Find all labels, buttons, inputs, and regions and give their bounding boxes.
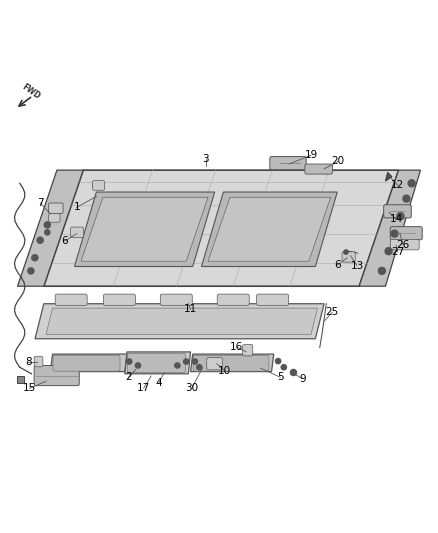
Text: 9: 9 [299, 374, 306, 384]
FancyBboxPatch shape [243, 344, 253, 356]
FancyBboxPatch shape [390, 239, 419, 250]
FancyBboxPatch shape [305, 164, 332, 174]
Polygon shape [74, 192, 215, 266]
Polygon shape [201, 192, 337, 266]
Circle shape [37, 237, 43, 243]
Polygon shape [208, 197, 331, 261]
Text: 10: 10 [218, 366, 231, 376]
Polygon shape [17, 376, 24, 383]
Circle shape [408, 180, 415, 187]
Circle shape [344, 250, 348, 254]
FancyBboxPatch shape [217, 294, 249, 305]
FancyBboxPatch shape [34, 366, 79, 386]
Text: 3: 3 [202, 154, 209, 164]
Text: 16: 16 [230, 342, 243, 352]
Circle shape [244, 348, 251, 354]
Text: 25: 25 [325, 308, 339, 318]
Text: 20: 20 [332, 156, 345, 166]
FancyBboxPatch shape [160, 294, 192, 305]
FancyBboxPatch shape [49, 203, 63, 214]
Circle shape [32, 255, 38, 261]
FancyBboxPatch shape [103, 294, 135, 305]
Polygon shape [359, 170, 420, 286]
Polygon shape [125, 352, 191, 374]
FancyBboxPatch shape [34, 356, 43, 367]
FancyBboxPatch shape [92, 181, 105, 190]
Text: 13: 13 [350, 261, 364, 271]
Circle shape [36, 359, 41, 364]
Text: 5: 5 [277, 373, 284, 382]
Circle shape [378, 268, 385, 274]
Circle shape [290, 369, 297, 376]
Polygon shape [191, 354, 274, 372]
Text: 11: 11 [184, 304, 197, 314]
FancyBboxPatch shape [71, 227, 84, 238]
Text: 14: 14 [389, 214, 403, 224]
Circle shape [45, 230, 50, 235]
Text: 2: 2 [125, 373, 132, 382]
Circle shape [28, 268, 34, 274]
FancyBboxPatch shape [127, 353, 186, 373]
Polygon shape [50, 354, 127, 372]
FancyBboxPatch shape [193, 356, 269, 371]
FancyBboxPatch shape [390, 227, 422, 240]
Text: 8: 8 [25, 357, 32, 367]
Circle shape [135, 363, 141, 368]
Circle shape [345, 254, 351, 260]
Text: 1: 1 [73, 203, 80, 212]
Circle shape [281, 365, 286, 370]
Text: 7: 7 [37, 198, 44, 208]
Polygon shape [18, 170, 83, 286]
Text: 6: 6 [61, 236, 68, 246]
Text: 15: 15 [23, 383, 36, 393]
FancyBboxPatch shape [257, 294, 289, 305]
FancyBboxPatch shape [342, 252, 355, 262]
FancyBboxPatch shape [49, 214, 60, 222]
FancyBboxPatch shape [207, 358, 223, 370]
Circle shape [184, 359, 189, 364]
Circle shape [385, 248, 392, 255]
Polygon shape [81, 197, 208, 261]
Circle shape [127, 359, 132, 364]
Circle shape [192, 359, 198, 364]
FancyBboxPatch shape [55, 294, 87, 305]
Text: 6: 6 [334, 260, 341, 270]
Circle shape [397, 213, 404, 220]
FancyBboxPatch shape [384, 205, 411, 218]
Circle shape [93, 182, 100, 189]
Polygon shape [385, 172, 392, 181]
Text: 27: 27 [391, 247, 404, 257]
Circle shape [74, 229, 80, 236]
Text: 30: 30 [185, 383, 198, 393]
Circle shape [175, 363, 180, 368]
Text: FWD: FWD [20, 82, 42, 101]
Circle shape [391, 230, 398, 237]
FancyBboxPatch shape [270, 157, 306, 169]
Text: 17: 17 [137, 383, 150, 393]
Text: 26: 26 [396, 240, 410, 249]
Text: 19: 19 [304, 150, 318, 160]
Circle shape [44, 222, 50, 228]
Polygon shape [44, 170, 399, 286]
Circle shape [197, 365, 202, 370]
Polygon shape [46, 308, 318, 334]
Text: 12: 12 [391, 180, 404, 190]
Circle shape [276, 359, 281, 364]
Text: 4: 4 [155, 377, 162, 387]
Circle shape [403, 195, 410, 202]
FancyBboxPatch shape [53, 356, 120, 371]
Polygon shape [35, 304, 324, 339]
